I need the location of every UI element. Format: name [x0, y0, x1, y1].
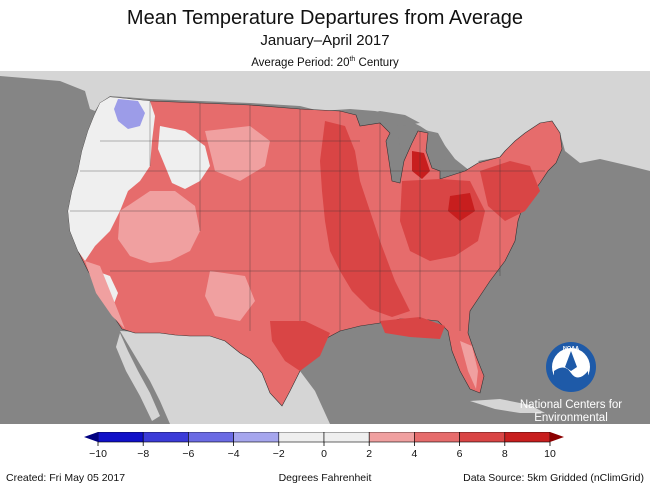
light-warm-great-basin [118, 191, 200, 263]
noaa-logo-icon[interactable]: NOAA [545, 341, 597, 393]
data-source: Data Source: 5km Gridded (nClimGrid) [463, 472, 644, 484]
legend-tick-label: 2 [366, 448, 372, 460]
legend-tick-label: 4 [411, 448, 417, 460]
legend-bins [97, 432, 551, 443]
temperature-departure-map: NOAA National Centers for Environmental … [0, 71, 650, 436]
legend-tick-label: 8 [502, 448, 508, 460]
near-normal-northwest [68, 97, 155, 261]
agency-name-line2: Environmental [534, 411, 608, 424]
legend-bin-9 [504, 432, 551, 443]
light-warm-california-coast [85, 261, 125, 329]
map-subtitle: January–April 2017 [260, 32, 390, 49]
map-title: Mean Temperature Departures from Average [126, 7, 524, 29]
legend-bin-8 [459, 432, 506, 443]
canada-landmass [0, 71, 650, 171]
lake-michigan [388, 137, 402, 183]
legend-bin-3 [233, 432, 280, 443]
noaa-logo-label: NOAA [563, 346, 579, 352]
cuba-island [470, 399, 545, 413]
legend-tick-label: −2 [273, 448, 285, 460]
legend-tick-label: −8 [137, 448, 149, 460]
average-period-sup: th [349, 56, 356, 63]
legend-tick-label: −4 [228, 448, 240, 460]
light-warm-new-mexico [205, 271, 255, 321]
legend-tick-label: −6 [182, 448, 194, 460]
created-date: Created: Fri May 05 2017 [6, 472, 126, 484]
hottest-michigan [412, 151, 430, 179]
legend-ticks: −10 −8 −6 −4 −2 0 2 4 6 8 10 [89, 442, 556, 460]
legend-bin-7 [414, 432, 460, 443]
state-boundaries [70, 101, 545, 331]
near-normal-idaho-montana [158, 126, 210, 189]
cool-area-washington [114, 99, 145, 129]
legend-bin-1 [142, 432, 189, 443]
legend-bin-4 [278, 432, 325, 443]
legend-bin-0 [97, 432, 144, 443]
legend-tick-label: 6 [457, 448, 463, 460]
agency-block: NOAA National Centers for Environmental … [516, 341, 626, 437]
legend-under-arrow [84, 432, 98, 442]
color-legend: −10 −8 −6 −4 −2 0 2 4 6 8 10 [84, 432, 564, 460]
agency-name-line3: Information [542, 424, 600, 436]
light-warm-florida [460, 341, 478, 389]
average-period-suffix: Century [355, 56, 399, 69]
map-svg [0, 71, 650, 424]
hottest-ohio [448, 193, 475, 221]
very-warm-gulf [380, 317, 445, 339]
baja-peninsula [116, 333, 160, 421]
average-period-note: Average Period: 20th Century [0, 53, 650, 70]
very-warm-northeast [480, 161, 540, 221]
legend-unit-label: Degrees Fahrenheit [278, 472, 372, 484]
very-warm-central [320, 121, 410, 317]
average-period-prefix: Average Period: 20 [251, 56, 350, 69]
legend-bin-2 [188, 432, 234, 443]
legend-tick-label: 0 [321, 448, 327, 460]
agency-name-line1: National Centers for [519, 399, 623, 411]
light-warm-rockies [205, 126, 270, 181]
legend-over-arrow [550, 432, 564, 442]
very-warm-texas-coast [270, 321, 330, 371]
lake-superior [355, 111, 420, 126]
legend-tick-label: 10 [544, 448, 556, 460]
legend-bin-5 [323, 432, 370, 443]
legend-bin-6 [368, 432, 415, 443]
legend-tick-label: −10 [89, 448, 107, 460]
